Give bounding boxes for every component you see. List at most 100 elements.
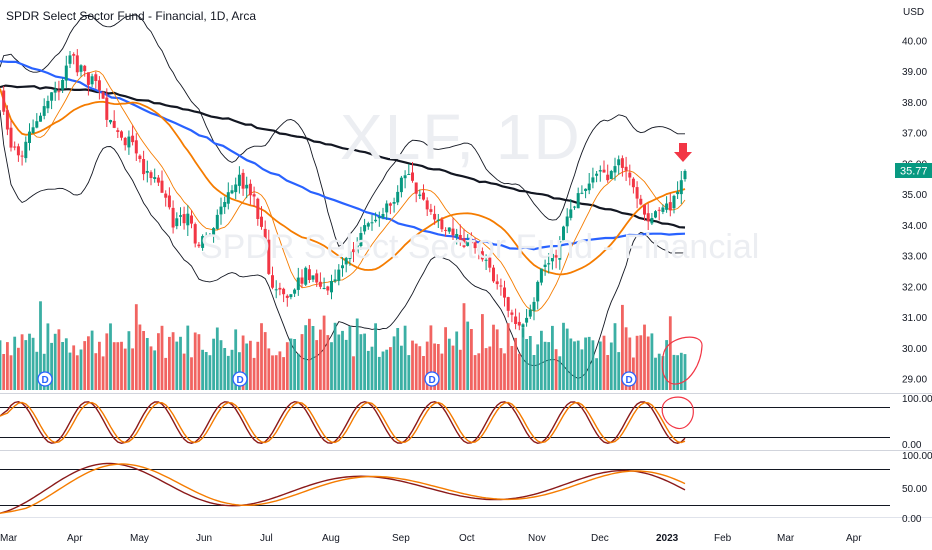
candle-body <box>131 135 135 143</box>
volume-bar <box>193 332 197 390</box>
candle-body <box>5 110 9 130</box>
volume-bar <box>528 336 532 390</box>
volume-bar <box>665 340 668 390</box>
candle-body <box>411 172 414 181</box>
indicator-tick-label: 0.00 <box>902 514 922 525</box>
candle-body <box>186 213 190 226</box>
volume-bar <box>179 336 182 390</box>
candle-body <box>127 136 131 148</box>
candle-body <box>388 203 392 206</box>
price-tick-label: 34.00 <box>902 221 927 232</box>
dividend-label: D <box>42 375 49 386</box>
candle-body <box>300 277 304 284</box>
candle-body <box>595 173 599 176</box>
candle-body <box>469 239 473 244</box>
price-tick-label: 37.00 <box>902 129 927 140</box>
candle-body <box>458 235 462 241</box>
candle-body <box>223 202 227 208</box>
candle-body <box>433 213 437 220</box>
time-axis[interactable]: Mar Apr May Jun Jul Aug Sep Oct Nov Dec 2023 Feb Mar… <box>0 533 862 544</box>
volume-bar <box>521 328 525 390</box>
time-tick-label: Jun <box>196 533 212 544</box>
volume-bar <box>175 341 179 390</box>
volume-bar <box>422 356 425 390</box>
volume-bar <box>598 341 602 390</box>
volume-bar <box>282 357 285 390</box>
volume-bar <box>319 329 322 390</box>
candle-body <box>484 259 488 261</box>
candle-body <box>101 92 105 99</box>
candle-body <box>230 190 234 194</box>
volume-bar <box>374 323 377 390</box>
volume-bar <box>157 333 160 390</box>
candle-body <box>212 228 216 237</box>
candle-body <box>392 202 396 204</box>
volume-bar <box>208 355 212 390</box>
candle-body <box>381 214 385 218</box>
candle-body <box>219 206 223 215</box>
candle-body <box>285 295 289 298</box>
candle-body <box>429 209 433 212</box>
volume-bar <box>289 338 293 390</box>
candle-body <box>451 228 455 236</box>
chart-title: SPDR Select Sector Fund - Financial, 1D,… <box>6 9 257 23</box>
candle-body <box>245 184 249 189</box>
volume-bar <box>617 352 621 390</box>
candle-body <box>274 289 278 291</box>
candle-body <box>79 65 83 72</box>
candle-body <box>160 180 164 193</box>
volume-bar <box>488 346 492 390</box>
price-axis[interactable]: 40.0039.0038.0037.0036.0035.0034.0033.00… <box>902 37 927 386</box>
volume-bar <box>24 340 28 390</box>
candle-body <box>477 249 481 251</box>
candle-body <box>598 170 602 172</box>
volume-bar <box>554 349 558 390</box>
volume-bar <box>101 356 105 390</box>
indicator-tick-label: 100.00 <box>902 451 932 462</box>
candle-body <box>234 184 238 193</box>
dividend-icon <box>621 371 637 387</box>
volume-bar <box>285 342 289 390</box>
candle-body <box>318 281 322 287</box>
candle-body <box>639 198 643 205</box>
volume-bar <box>94 353 98 390</box>
candle-body <box>16 146 20 156</box>
volume-bar <box>418 346 422 390</box>
volume-bar <box>13 336 17 390</box>
volume-bar <box>679 352 683 390</box>
candle-body <box>282 288 286 295</box>
candle-body <box>606 174 610 181</box>
price-tick-label: 40.00 <box>902 37 927 48</box>
price-tick-label: 39.00 <box>902 67 927 78</box>
stoch-rsi-pane <box>0 400 890 445</box>
volume-bar <box>425 341 429 390</box>
candle-body <box>322 288 326 289</box>
volume-bar <box>109 323 112 390</box>
volume-bar <box>348 326 352 390</box>
time-tick-label: Aug <box>322 533 340 544</box>
candle-body <box>83 65 87 72</box>
candle-body <box>414 182 418 194</box>
volume-bar <box>90 330 94 390</box>
candle-body <box>149 172 153 178</box>
volume-bar <box>580 349 584 390</box>
volume-bar <box>484 348 488 390</box>
volume-bar <box>245 343 249 390</box>
stoch-d-line <box>0 463 686 514</box>
candle-body <box>68 55 72 64</box>
time-tick-label: Mar <box>0 533 18 544</box>
candle-body <box>584 188 588 191</box>
volume-bar <box>363 333 366 390</box>
dividend-label: D <box>626 375 633 386</box>
volume-bar <box>219 340 223 390</box>
candle-body <box>466 241 470 246</box>
time-tick-label: Mar <box>777 533 795 544</box>
volume-bar <box>540 330 543 390</box>
volume-bar <box>628 337 632 390</box>
volume-bar <box>9 355 13 390</box>
candle-body <box>657 209 661 211</box>
candle-body <box>109 120 112 123</box>
price-tick-label: 32.00 <box>902 282 927 293</box>
